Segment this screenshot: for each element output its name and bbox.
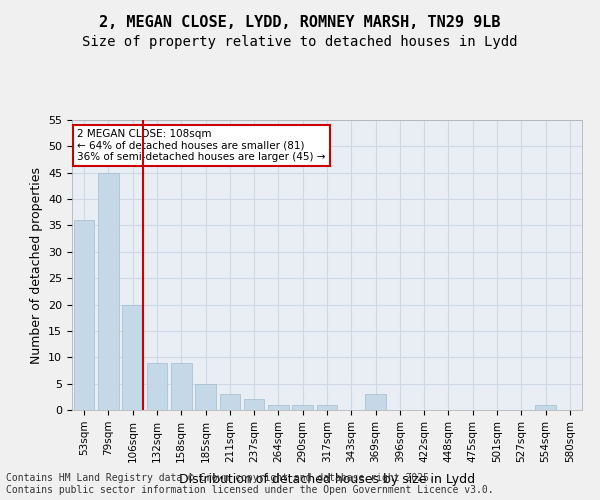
Bar xyxy=(268,404,289,410)
Bar xyxy=(292,404,313,410)
Text: Contains HM Land Registry data © Crown copyright and database right 2025.
Contai: Contains HM Land Registry data © Crown c… xyxy=(6,474,494,495)
Bar xyxy=(146,362,167,410)
Bar xyxy=(220,394,240,410)
Bar xyxy=(74,220,94,410)
Bar xyxy=(171,362,191,410)
Bar xyxy=(535,404,556,410)
Bar xyxy=(122,304,143,410)
Bar xyxy=(244,400,265,410)
Text: Size of property relative to detached houses in Lydd: Size of property relative to detached ho… xyxy=(82,35,518,49)
Y-axis label: Number of detached properties: Number of detached properties xyxy=(29,166,43,364)
Bar xyxy=(317,404,337,410)
Text: 2, MEGAN CLOSE, LYDD, ROMNEY MARSH, TN29 9LB: 2, MEGAN CLOSE, LYDD, ROMNEY MARSH, TN29… xyxy=(99,15,501,30)
Text: 2 MEGAN CLOSE: 108sqm
← 64% of detached houses are smaller (81)
36% of semi-deta: 2 MEGAN CLOSE: 108sqm ← 64% of detached … xyxy=(77,128,326,162)
X-axis label: Distribution of detached houses by size in Lydd: Distribution of detached houses by size … xyxy=(179,473,475,486)
Bar xyxy=(98,172,119,410)
Bar xyxy=(195,384,216,410)
Bar xyxy=(365,394,386,410)
